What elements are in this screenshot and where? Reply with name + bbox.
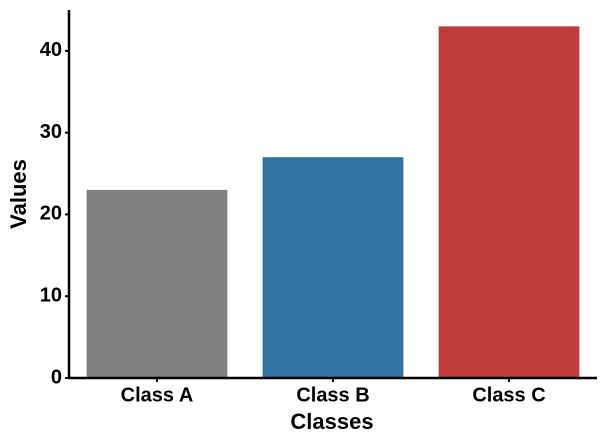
y-tick-label: 20: [40, 203, 62, 225]
y-tick-label: 10: [40, 285, 62, 307]
x-tick-label: Class B: [296, 384, 369, 406]
y-tick-label: 30: [40, 121, 62, 143]
x-tick-label: Class A: [121, 384, 194, 406]
bar: [262, 157, 404, 378]
x-axis-label: Classes: [290, 409, 373, 434]
y-tick-label: 0: [51, 366, 62, 388]
y-tick-label: 40: [40, 39, 62, 61]
bar: [86, 189, 228, 378]
x-tick-label: Class C: [472, 384, 545, 406]
y-axis-label: Values: [6, 159, 31, 229]
bar: [438, 26, 580, 378]
